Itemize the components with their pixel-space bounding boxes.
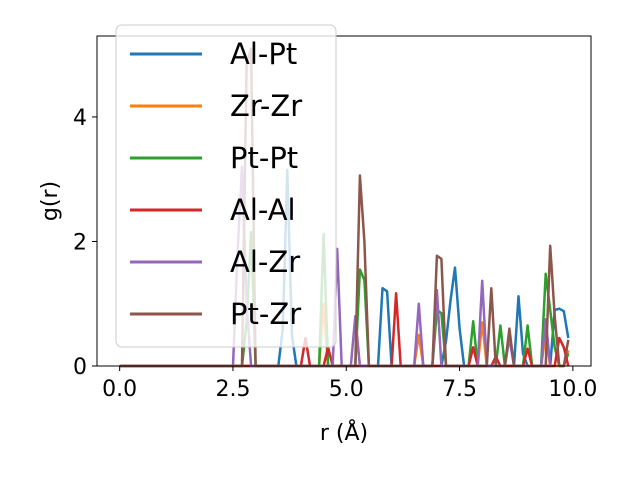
x-tick-label: 5.0 [329,377,364,402]
x-tick-label: 0.0 [102,377,137,402]
x-axis-label: r (Å) [320,419,368,446]
y-tick-label: 0 [73,355,87,380]
legend-box [115,24,337,348]
legend: Al-Pt Zr-Zr Pt-Pt Al-Al Al-Zr Pt-Zr [115,24,337,348]
legend-label: Al-Zr [230,245,300,279]
y-axis-ticks: 0 2 4 [73,106,97,380]
plot-frame [96,35,592,367]
legend-label: Al-Pt [230,37,297,71]
legend-label: Zr-Zr [230,89,302,123]
x-axis-ticks: 0.0 2.5 5.0 7.5 10.0 [102,366,597,402]
legend-label: Pt-Zr [230,297,301,331]
y-tick-label: 2 [73,230,87,255]
x-tick-label: 10.0 [548,377,597,402]
x-tick-label: 2.5 [215,377,250,402]
legend-label: Al-Al [230,193,296,227]
y-axis-label: g(r) [38,181,63,221]
y-tick-label: 4 [73,106,87,131]
legend-label: Pt-Pt [230,141,298,175]
x-tick-label: 7.5 [442,377,477,402]
